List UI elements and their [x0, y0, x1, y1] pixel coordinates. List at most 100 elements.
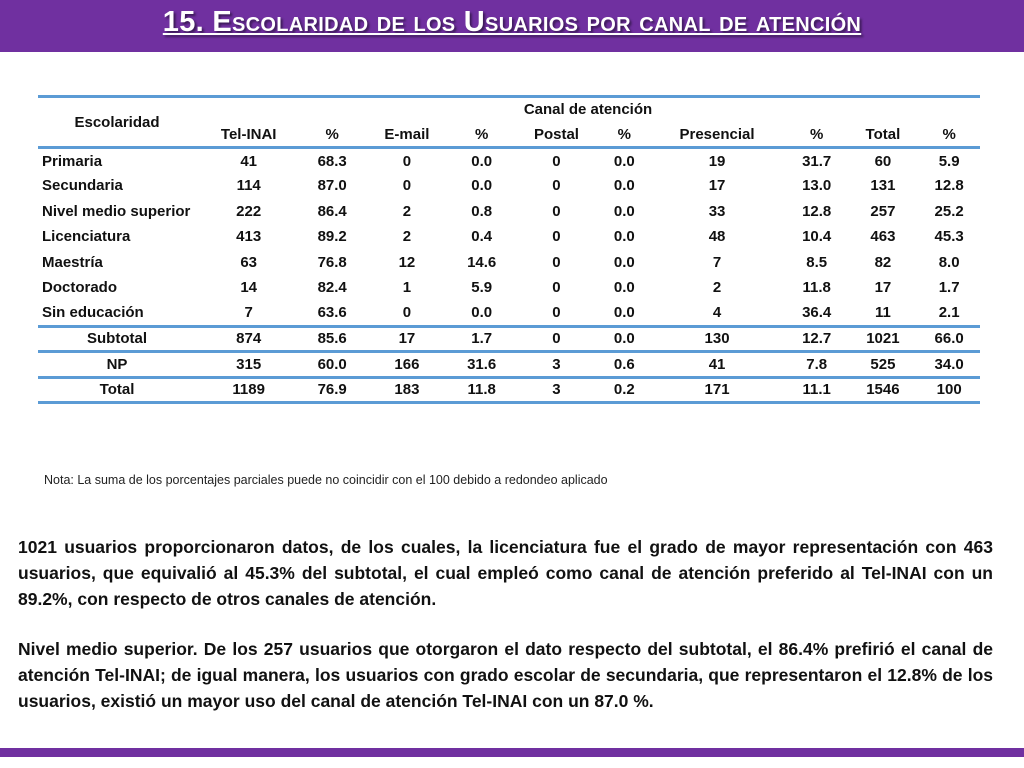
- table-cell: 0.0: [613, 152, 635, 170]
- table-cell: 0.0: [613, 253, 635, 271]
- col-header-pct: %: [301, 122, 363, 149]
- col-header-pct: %: [918, 122, 980, 149]
- table-cell: 7: [712, 253, 722, 271]
- table-cell: 183: [363, 375, 451, 404]
- table-cell: 0.8: [471, 202, 493, 220]
- table-cell: 1021: [847, 324, 919, 352]
- table-cell: 82: [874, 253, 892, 271]
- table-cell: 257: [870, 202, 896, 220]
- table-cell: 0: [552, 253, 561, 271]
- table-cell: 12.8: [802, 202, 832, 220]
- table-cell: 1546: [847, 375, 919, 404]
- table-cell: 100: [918, 375, 980, 404]
- table-cell: 7: [244, 304, 253, 321]
- row-label: NP: [38, 350, 196, 377]
- col-header-tel-inai: Tel-INAI: [196, 122, 302, 149]
- table-cell: 2: [402, 228, 412, 246]
- col-header-presencial: Presencial: [648, 122, 786, 149]
- table-cell: 0.0: [471, 152, 493, 170]
- table-cell: 0: [552, 279, 561, 297]
- table-cell: 1.7: [938, 279, 960, 297]
- table-cell: 31.7: [802, 152, 832, 170]
- row-header-escolaridad: Escolaridad: [38, 95, 196, 149]
- slide-title: 15. Escolaridad de los Usuarios por cana…: [162, 6, 862, 38]
- table-cell: 0.0: [600, 324, 649, 352]
- table-cell: 13.0: [802, 177, 832, 195]
- table-cell: 0.0: [613, 177, 635, 195]
- table-cell: 8.0: [938, 253, 960, 271]
- title-bar: [0, 0, 1024, 52]
- table-note: Nota: La suma de los porcentajes parcial…: [44, 473, 608, 487]
- table-cell: 87.0: [317, 177, 347, 195]
- table-row: Primaria 41 68.3 0 0.0 0 0.0 19 31.7 60 5.9: [38, 148, 980, 174]
- table-cell: 525: [847, 350, 919, 377]
- group-header-canal: Canal de atención: [196, 95, 980, 123]
- table-cell: 76.9: [301, 375, 363, 404]
- row-label: Secundaria: [42, 177, 123, 195]
- table-row: Maestría 63 76.8 12 14.6 0 0.0 7 8.5 82 8.0: [38, 250, 980, 276]
- table-cell: 131: [870, 177, 896, 195]
- table-cell: 0: [402, 177, 412, 195]
- table-cell: 45.3: [934, 228, 964, 246]
- table-cell: 0.4: [471, 228, 493, 246]
- table-cell: 0: [552, 228, 561, 246]
- table-cell: 0.0: [613, 279, 635, 297]
- table-cell: 3: [512, 375, 601, 404]
- bottom-bar: [0, 748, 1024, 757]
- table-cell: 0.0: [613, 304, 635, 321]
- row-label: Total: [38, 375, 196, 404]
- table-cell: 5.9: [938, 152, 960, 170]
- table-cell: 0.0: [613, 228, 635, 246]
- table-body: Primaria 41 68.3 0 0.0 0 0.0 19 31.7 60 5.9 Secunda…: [38, 148, 980, 404]
- table-cell: 874: [196, 324, 302, 352]
- table-cell: 89.2: [317, 228, 347, 246]
- table-cell: 12.7: [785, 324, 848, 352]
- table-row: Licenciatura 413 89.2 2 0.4 0 0.0 48 10.4 463 45.3: [38, 224, 980, 250]
- table-cell: 0: [552, 304, 561, 321]
- table-cell: 17: [363, 324, 451, 352]
- row-label: Doctorado: [42, 279, 117, 297]
- table-row: Secundaria 114 87.0 0 0.0 0 0.0 17 13.0 131 12.8: [38, 173, 980, 199]
- table-cell: 130: [648, 324, 786, 352]
- col-header-postal: Postal: [512, 122, 601, 149]
- table-cell: 0.0: [471, 177, 493, 195]
- table-row: Sin educación 7 63.6 0 0.0 0 0.0 4 36.4 11 2.1: [38, 301, 980, 327]
- table-cell: 76.8: [317, 253, 347, 271]
- table-cell: 85.6: [301, 324, 363, 352]
- table-cell: 36.4: [802, 304, 832, 321]
- table-cell: 68.3: [317, 152, 347, 170]
- table-cell: 222: [236, 202, 262, 220]
- table-cell: 41: [648, 350, 786, 377]
- table-cell: 114: [236, 177, 261, 195]
- table-cell: 0: [552, 152, 561, 170]
- table-column-header-row: Tel-INAI % E-mail % Postal % Presencial …: [38, 122, 980, 149]
- table-cell: 11: [874, 304, 891, 321]
- table-cell: 171: [648, 375, 786, 404]
- table-cell: 5.9: [471, 279, 493, 297]
- table-row: Nivel medio superior 222 86.4 2 0.8 0 0.0 33 12.…: [38, 199, 980, 225]
- table-cell: 14.6: [467, 253, 497, 271]
- col-header-total: Total: [847, 122, 919, 149]
- table-cell: 10.4: [802, 228, 832, 246]
- table-cell: 41: [240, 152, 258, 170]
- table-cell: 413: [236, 228, 262, 246]
- table-cell: 0: [402, 152, 412, 170]
- table-cell: 8.5: [806, 253, 828, 271]
- table-cell: 1189: [196, 375, 302, 404]
- table-cell: 166: [363, 350, 451, 377]
- education-table-container: Escolaridad Canal de atención Tel-INAI %…: [38, 95, 980, 404]
- table-cell: 14: [240, 279, 258, 297]
- row-label: Licenciatura: [42, 228, 131, 246]
- col-header-email: E-mail: [363, 122, 451, 149]
- table-cell: 48: [708, 228, 726, 246]
- table-cell: 1.7: [450, 324, 513, 352]
- table-cell: 1: [402, 279, 412, 297]
- summary-paragraph-2: Nivel medio superior. De los 257 usuario…: [18, 639, 993, 711]
- table-cell: 11.8: [450, 375, 513, 404]
- table-group-header-row: Escolaridad Canal de atención: [38, 95, 980, 149]
- row-label: Sin educación: [42, 304, 144, 321]
- table-cell: 0.0: [613, 202, 635, 220]
- table-cell: 11.8: [802, 279, 831, 297]
- table-cell: 463: [870, 228, 896, 246]
- table-cell: 60.0: [301, 350, 363, 377]
